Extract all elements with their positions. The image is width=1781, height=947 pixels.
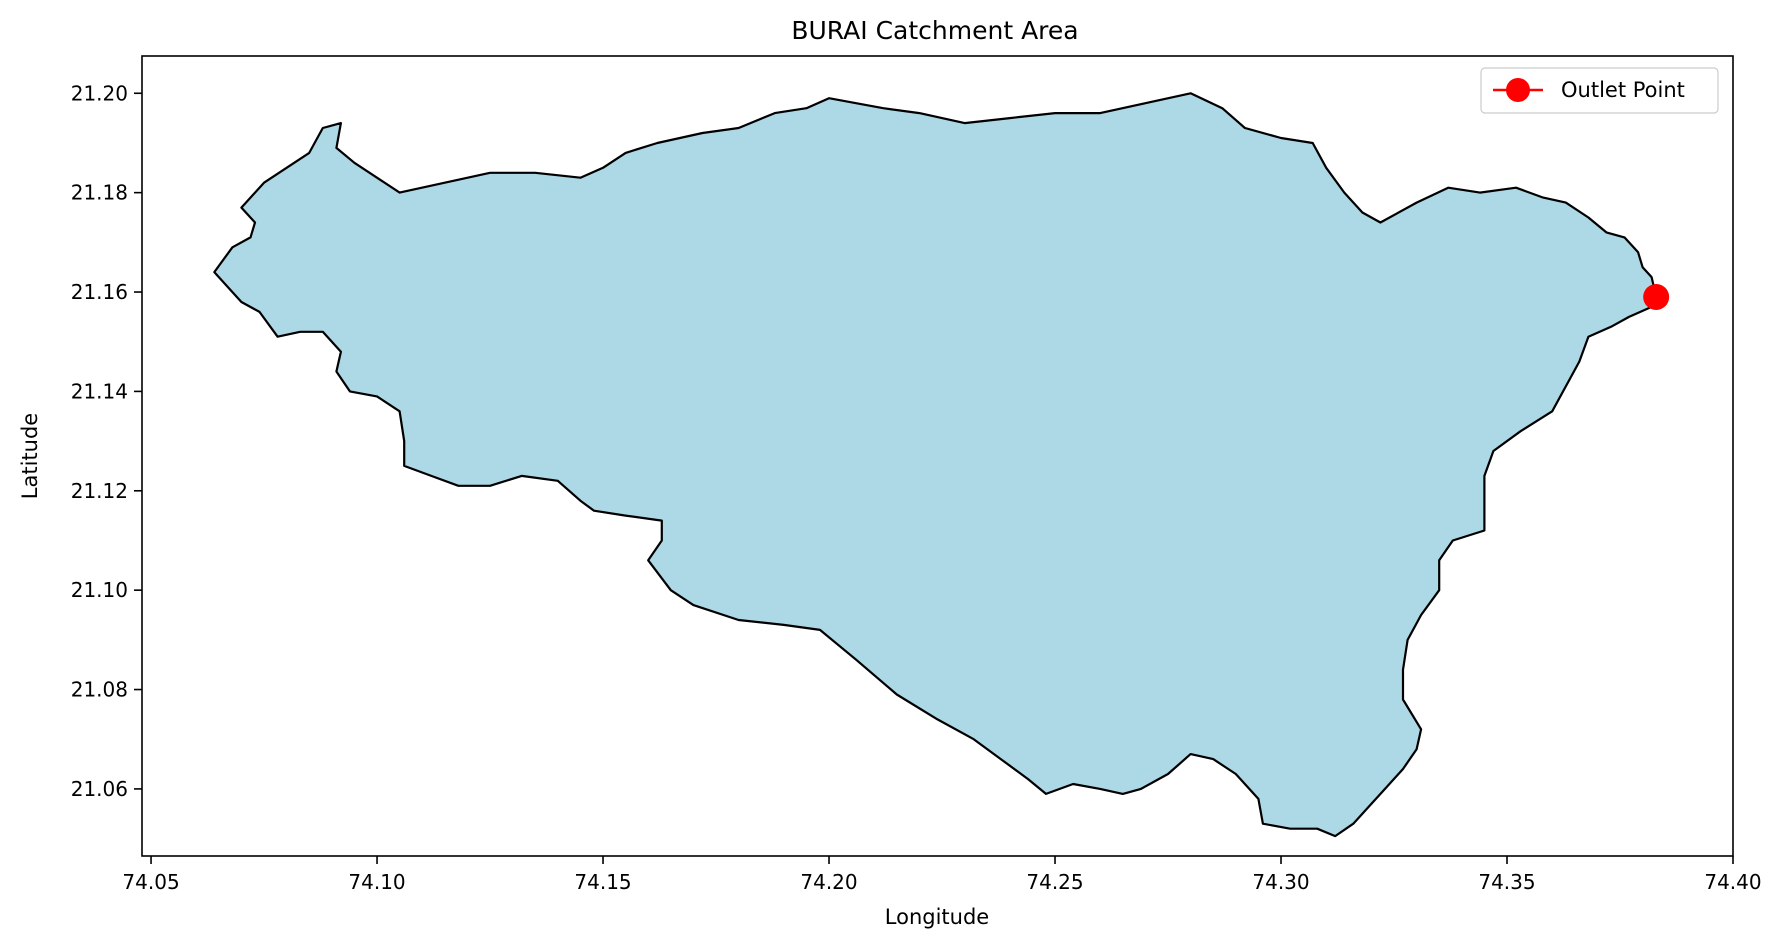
y-tick-label: 21.06 bbox=[71, 777, 128, 801]
x-tick-label: 74.05 bbox=[122, 870, 179, 894]
x-axis-ticks: 74.05 74.10 74.15 74.20 74.25 74.30 74.35 74.40 bbox=[122, 856, 1762, 894]
y-tick-label: 21.16 bbox=[71, 280, 128, 304]
legend: Outlet Point bbox=[1480, 67, 1719, 114]
y-axis-label: Latitude bbox=[18, 413, 42, 499]
y-tick-label: 21.18 bbox=[71, 181, 128, 205]
x-tick-label: 74.10 bbox=[348, 870, 405, 894]
chart-title: BURAI Catchment Area bbox=[791, 16, 1078, 45]
y-axis-ticks: 21.06 21.08 21.10 21.12 21.14 21.16 21.18 21.20 bbox=[71, 81, 142, 801]
plot-area bbox=[213, 92, 1670, 838]
x-tick-label: 74.30 bbox=[1252, 870, 1309, 894]
y-tick-label: 21.20 bbox=[71, 81, 128, 105]
x-tick-label: 74.25 bbox=[1026, 870, 1083, 894]
legend-label-outlet-point: Outlet Point bbox=[1561, 78, 1685, 102]
legend-box bbox=[1480, 67, 1719, 114]
outlet-point bbox=[1643, 283, 1670, 310]
y-tick-label: 21.10 bbox=[71, 578, 128, 602]
y-tick-label: 21.08 bbox=[71, 678, 128, 702]
plot-frame bbox=[141, 55, 1734, 857]
outlet-point-marker bbox=[1643, 283, 1670, 310]
x-axis-label: Longitude bbox=[885, 905, 989, 929]
legend-marker-swatch bbox=[1506, 78, 1530, 102]
x-tick-label: 74.15 bbox=[574, 870, 631, 894]
x-tick-label: 74.40 bbox=[1704, 870, 1761, 894]
x-tick-label: 74.35 bbox=[1478, 870, 1535, 894]
catchment-polygon bbox=[213, 92, 1658, 838]
y-tick-label: 21.12 bbox=[71, 479, 128, 503]
y-tick-label: 21.14 bbox=[71, 379, 128, 403]
x-tick-label: 74.20 bbox=[800, 870, 857, 894]
